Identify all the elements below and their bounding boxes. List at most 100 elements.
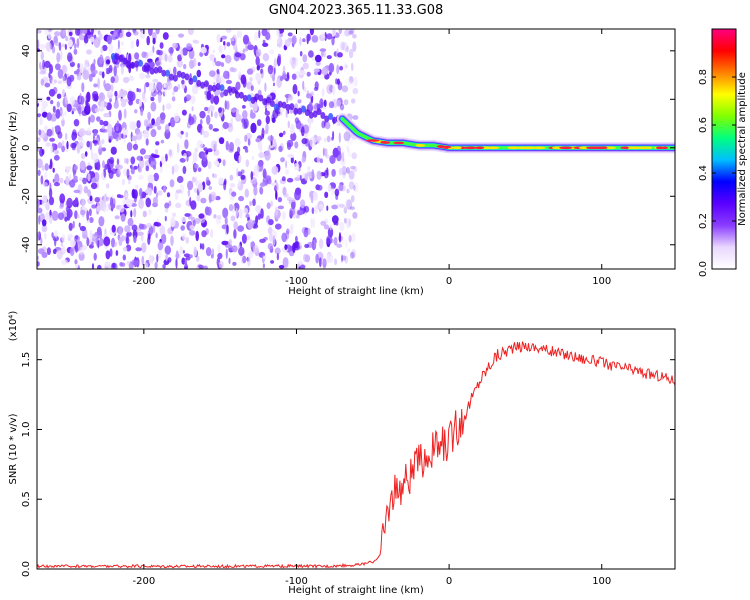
noise-blob	[351, 232, 356, 243]
noise-blob	[135, 247, 142, 252]
noise-blob	[275, 190, 278, 201]
noise-blob	[168, 47, 174, 54]
noise-blob	[205, 150, 209, 155]
noise-blob	[275, 182, 279, 192]
x-tick-label: 0	[446, 276, 452, 287]
noise-blob	[111, 224, 116, 233]
noise-blob	[171, 96, 176, 102]
noise-blob	[41, 111, 48, 118]
noise-blob	[256, 119, 262, 127]
noise-blob	[242, 34, 250, 45]
noise-blob	[40, 237, 43, 245]
noise-blob	[104, 261, 111, 267]
noise-blob	[350, 195, 355, 203]
noise-blob	[221, 240, 229, 246]
noise-blob	[197, 183, 204, 193]
trail-blob	[250, 96, 256, 104]
noise-blob	[315, 253, 319, 264]
noise-blob	[290, 199, 296, 210]
noise-blob	[218, 261, 224, 269]
noise-blob	[133, 30, 139, 36]
noise-blob	[164, 245, 171, 255]
noise-blob	[75, 242, 78, 253]
noise-blob	[123, 132, 126, 144]
noise-blob	[255, 56, 260, 66]
noise-blob	[64, 111, 67, 116]
noise-blob	[41, 100, 48, 109]
trail-blob	[207, 84, 213, 92]
noise-blob	[180, 130, 184, 135]
noise-blob	[77, 63, 80, 69]
noise-blob	[349, 206, 355, 211]
noise-blob	[224, 54, 232, 64]
noise-blob	[309, 29, 314, 36]
noise-blob	[238, 195, 245, 202]
noise-blob	[81, 82, 85, 93]
noise-blob	[318, 257, 322, 268]
noise-blob	[218, 107, 222, 113]
noise-blob	[346, 167, 350, 174]
noise-blob	[172, 42, 179, 49]
noise-blob	[216, 215, 222, 220]
noise-blob	[210, 110, 213, 118]
noise-blob	[138, 98, 142, 107]
noise-blob	[267, 243, 273, 250]
ridge-peak	[452, 146, 462, 150]
noise-blob	[353, 76, 358, 87]
trail-blob	[215, 83, 221, 91]
noise-blob	[269, 143, 274, 149]
noise-blob	[215, 195, 221, 201]
noise-blob	[118, 131, 122, 141]
noise-blob	[153, 221, 159, 227]
noise-blob	[204, 106, 209, 112]
noise-blob	[333, 220, 336, 226]
noise-blob	[343, 63, 347, 73]
noise-blob	[277, 34, 280, 45]
noise-blob	[331, 29, 336, 37]
noise-blob	[115, 250, 119, 256]
noise-blob	[197, 264, 204, 269]
ridge-peak	[526, 146, 532, 150]
noise-blob	[94, 196, 101, 203]
noise-blob	[66, 197, 73, 209]
noise-blob	[44, 233, 47, 240]
noise-blob	[200, 46, 207, 54]
noise-blob	[338, 184, 344, 192]
ridge-peak	[533, 146, 546, 150]
noise-blob	[97, 264, 102, 269]
noise-blob	[181, 233, 187, 241]
noise-blob	[164, 215, 167, 222]
noise-blob	[122, 246, 128, 252]
noise-blob	[150, 129, 157, 138]
noise-blob	[326, 135, 331, 143]
noise-blob	[65, 36, 69, 42]
noise-blob	[60, 50, 63, 61]
noise-blob	[318, 203, 324, 210]
noise-blob	[80, 209, 86, 216]
noise-blob	[173, 66, 177, 76]
noise-blob	[97, 239, 100, 249]
noise-blob	[153, 172, 159, 182]
noise-blob	[346, 145, 349, 152]
noise-blob	[108, 43, 114, 54]
noise-blob	[352, 115, 359, 120]
noise-blob	[347, 67, 350, 77]
noise-blob	[197, 62, 201, 67]
noise-blob	[206, 114, 211, 125]
noise-blob	[170, 235, 174, 246]
noise-blob	[334, 188, 340, 197]
trail-blob	[277, 100, 283, 108]
noise-blob	[340, 41, 345, 51]
trail-blob	[293, 107, 299, 115]
noise-blob	[347, 148, 351, 158]
noise-blob	[222, 207, 229, 219]
noise-blob	[37, 29, 42, 34]
noise-blob	[141, 51, 147, 58]
noise-blob	[252, 244, 259, 253]
noise-blob	[348, 181, 355, 190]
noise-blob	[86, 165, 93, 171]
noise-blob	[148, 209, 152, 216]
snr-y-ticks: 0.0 0.5 1.0 1.5	[21, 352, 675, 577]
noise-blob	[326, 253, 331, 263]
noise-blob	[308, 101, 313, 111]
